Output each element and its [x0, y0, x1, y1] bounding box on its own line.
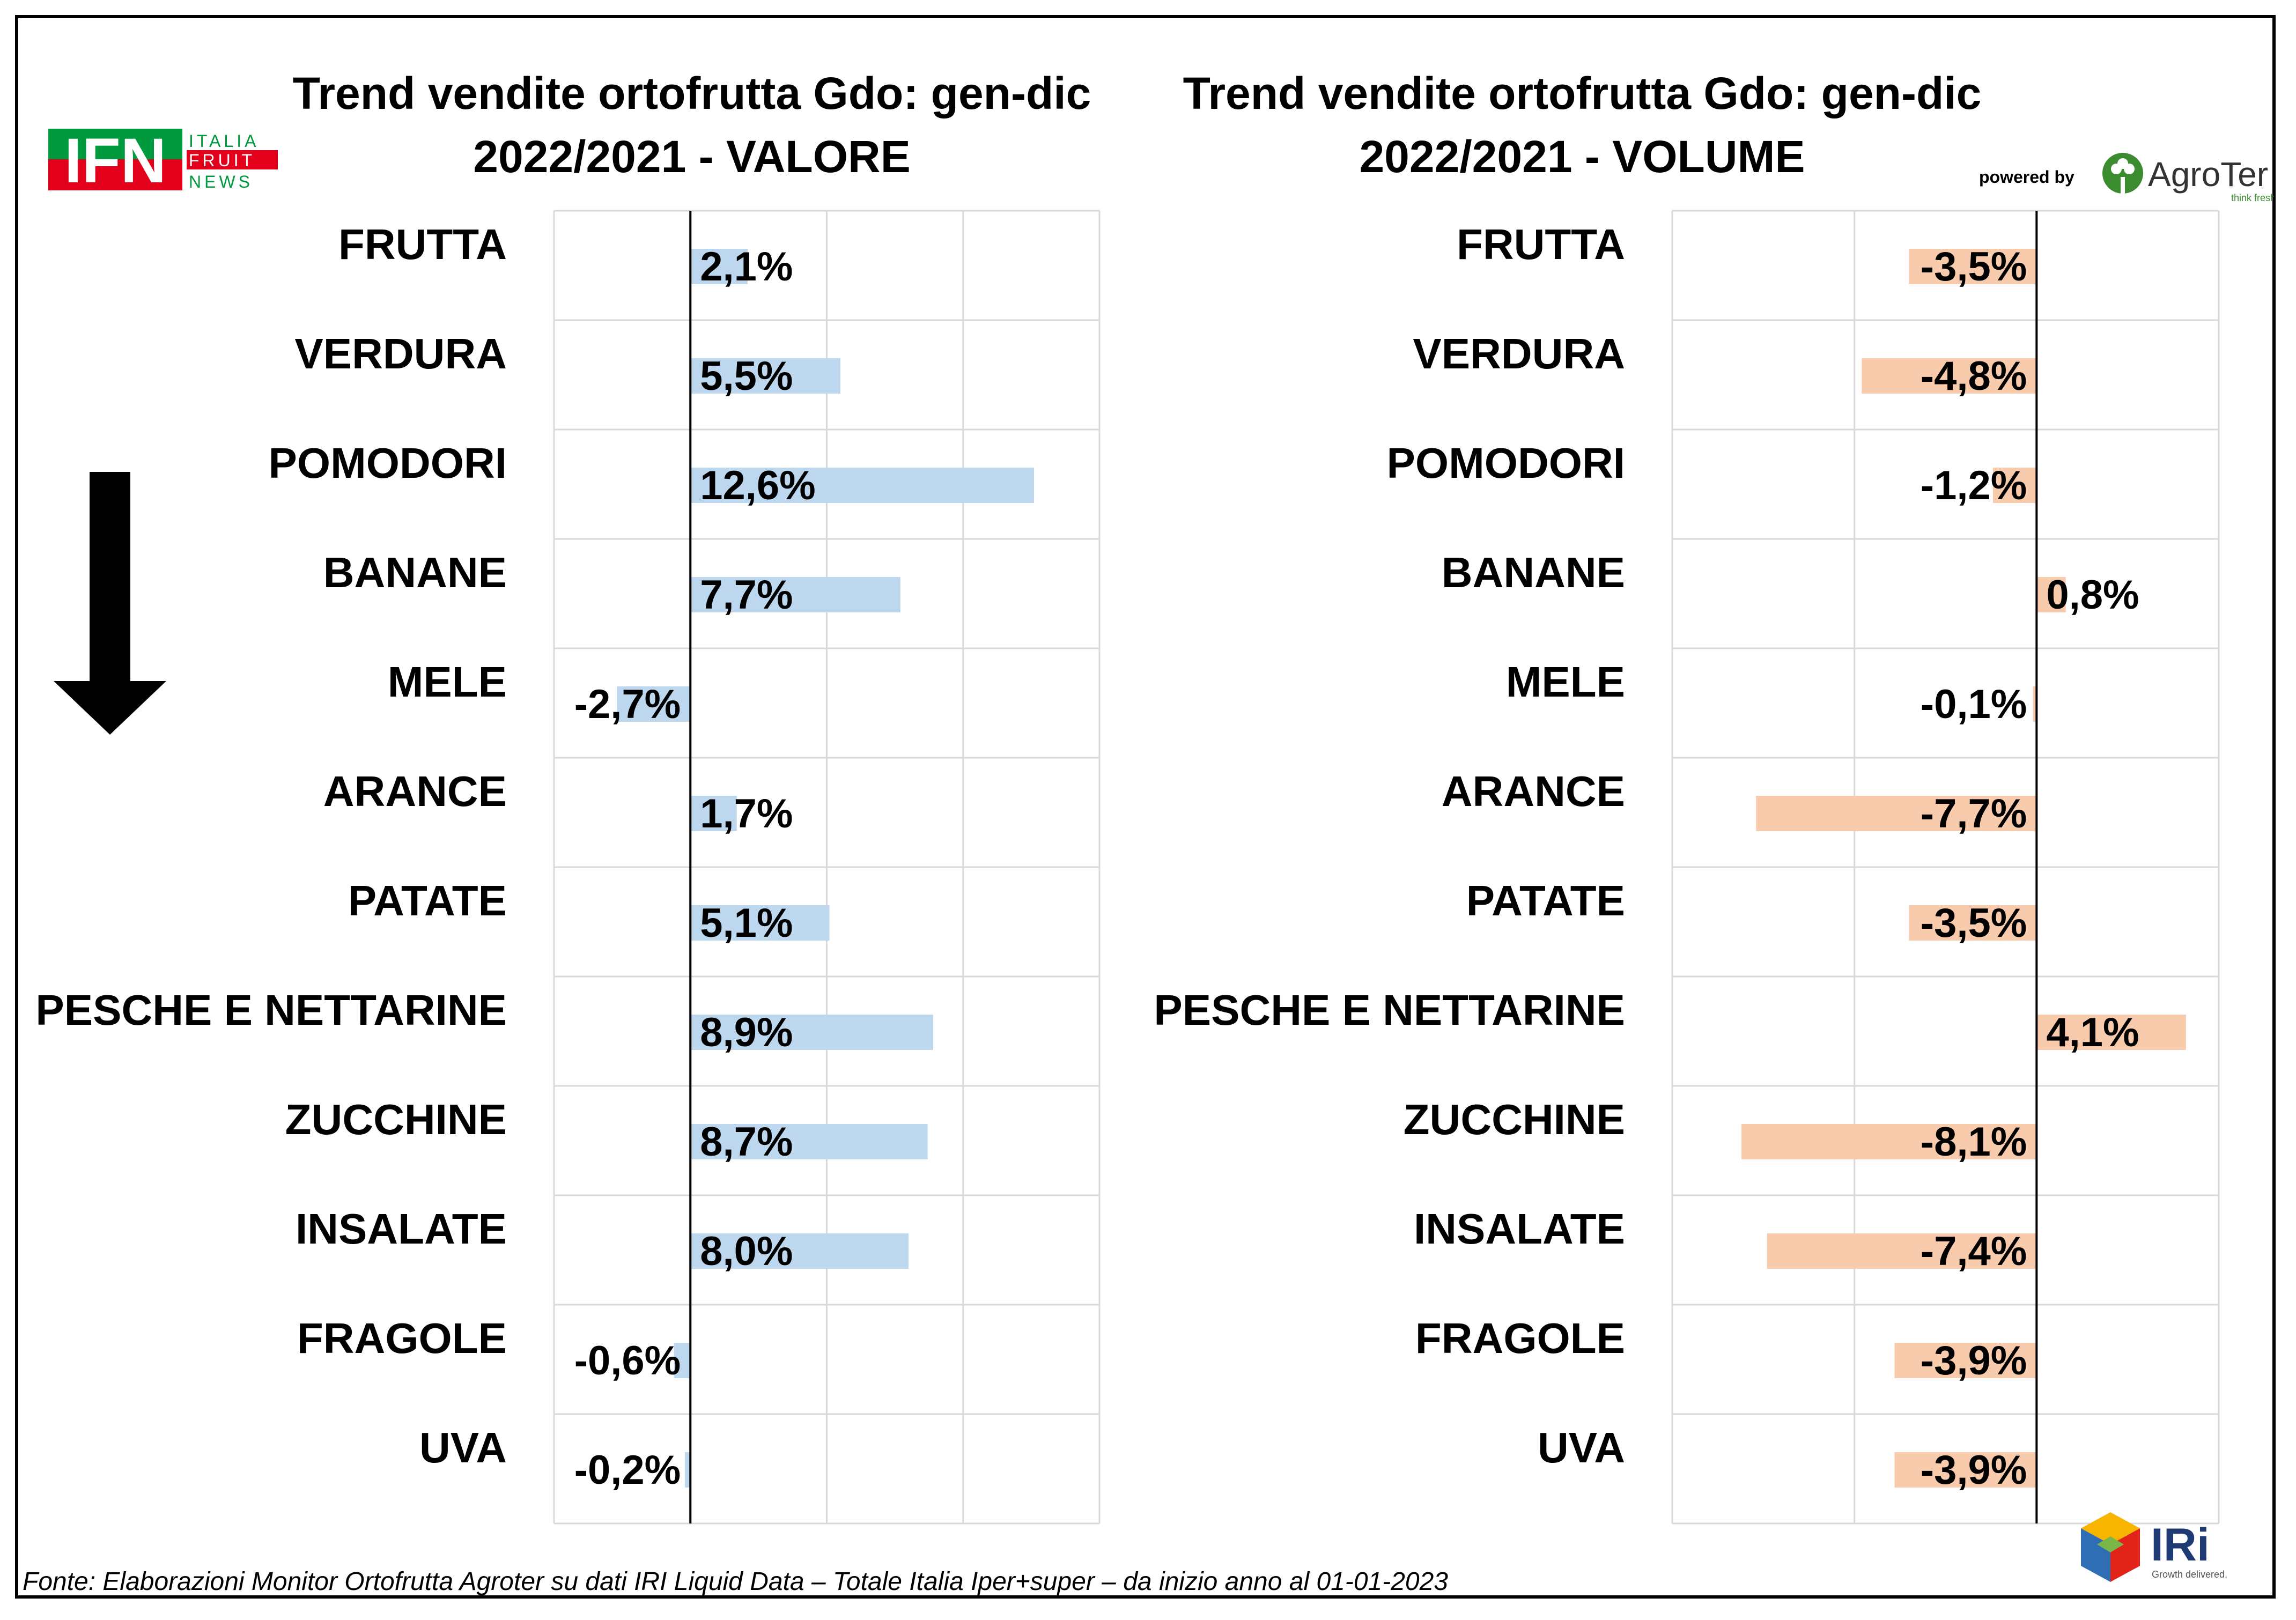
- valore-bar: [685, 1452, 691, 1488]
- valore-title-line-2: 2022/2021 - VALORE: [473, 131, 911, 182]
- powered-by-label: powered by: [1979, 167, 2074, 187]
- valore-bar: [690, 796, 737, 831]
- volume-bar: [2036, 1015, 2186, 1050]
- volume-category-label: POMODORI: [1387, 439, 1625, 487]
- valore-title-line-1: Trend vendite ortofrutta Gdo: gen-dic: [292, 68, 1091, 119]
- volume-bar: [2033, 686, 2037, 722]
- volume-category-label: INSALATE: [1414, 1205, 1625, 1253]
- valore-value-label: 1,7%: [700, 791, 793, 837]
- volume-value-label: -7,7%: [1921, 791, 2027, 837]
- volume-bar: [1909, 249, 2037, 284]
- volume-category-label: FRUTTA: [1457, 220, 1625, 268]
- valore-bar: [674, 1343, 691, 1378]
- valore-category-label: BANANE: [323, 549, 507, 596]
- valore-bar: [690, 468, 1034, 503]
- agroter-logo: AgroTer think fresh: [2102, 153, 2274, 203]
- valore-category-label: INSALATE: [296, 1205, 507, 1253]
- volume-value-label: 0,8%: [2046, 572, 2139, 618]
- valore-bar: [690, 1015, 933, 1050]
- volume-category-label: VERDURA: [1413, 330, 1625, 378]
- iri-logo: IRi Growth delivered.: [2081, 1512, 2227, 1582]
- valore-category-label: PESCHE E NETTARINE: [35, 986, 507, 1034]
- volume-value-label: -1,2%: [1921, 463, 2027, 508]
- valore-value-label: -2,7%: [574, 682, 681, 727]
- valore-value-label: 8,0%: [700, 1229, 793, 1274]
- svg-text:IRi: IRi: [2151, 1519, 2210, 1571]
- valore-category-label: ZUCCHINE: [285, 1096, 507, 1143]
- italia-fruit-news-logo: IFN ITALIA FRUIT NEWS: [48, 129, 278, 190]
- volume-category-label: PESCHE E NETTARINE: [1154, 986, 1625, 1034]
- volume-value-label: -3,5%: [1921, 900, 2027, 946]
- volume-value-label: -4,8%: [1921, 353, 2027, 399]
- volume-category-label: ARANCE: [1442, 767, 1625, 815]
- valore-bar: [690, 577, 900, 612]
- valore-category-label: FRUTTA: [338, 220, 507, 268]
- svg-text:IFN: IFN: [64, 129, 166, 190]
- valore-category-label: ARANCE: [323, 767, 507, 815]
- valore-category-label: VERDURA: [294, 330, 507, 378]
- volume-category-label: UVA: [1538, 1424, 1625, 1471]
- valore-value-label: 12,6%: [700, 463, 816, 508]
- volume-category-label: PATATE: [1466, 877, 1625, 924]
- source-note: Fonte: Elaborazioni Monitor Ortofrutta A…: [23, 1567, 1448, 1596]
- volume-bar: [1756, 796, 2037, 831]
- svg-text:ITALIA: ITALIA: [189, 131, 259, 151]
- valore-value-label: 8,9%: [700, 1010, 793, 1055]
- valore-value-label: 5,5%: [700, 353, 793, 399]
- volume-value-label: -8,1%: [1921, 1119, 2027, 1165]
- valore-value-label: 5,1%: [700, 900, 793, 946]
- chart-frame: [15, 15, 2276, 1599]
- valore-bar: [690, 249, 748, 284]
- volume-bar: [1862, 358, 2037, 394]
- valore-bar: [690, 905, 830, 941]
- valore-category-label: UVA: [419, 1424, 507, 1471]
- valore-bar: [690, 358, 840, 394]
- volume-category-label: FRAGOLE: [1415, 1314, 1625, 1362]
- svg-text:think fresh: think fresh: [2231, 193, 2274, 203]
- volume-value-label: -3,5%: [1921, 244, 2027, 290]
- volume-value-label: 4,1%: [2046, 1010, 2139, 1055]
- volume-value-label: -0,1%: [1921, 682, 2027, 727]
- valore-value-label: 2,1%: [700, 244, 793, 290]
- valore-category-label: MELE: [388, 658, 507, 706]
- valore-category-label: POMODORI: [269, 439, 507, 487]
- svg-text:AgroTer: AgroTer: [2148, 155, 2268, 194]
- volume-category-label: ZUCCHINE: [1404, 1096, 1625, 1143]
- volume-value-label: -3,9%: [1921, 1447, 2027, 1493]
- volume-bar: [2036, 577, 2066, 612]
- valore-bar: [690, 1124, 928, 1159]
- volume-bar: [1767, 1233, 2037, 1269]
- svg-text:FRUIT: FRUIT: [189, 151, 255, 170]
- volume-bar: [1894, 1452, 2037, 1488]
- valore-bar: [690, 1233, 909, 1269]
- valore-value-label: 8,7%: [700, 1119, 793, 1165]
- valore-value-label: 7,7%: [700, 572, 793, 618]
- volume-value-label: -3,9%: [1921, 1338, 2027, 1384]
- volume-category-label: MELE: [1506, 658, 1625, 706]
- valore-chart-title: Trend vendite ortofrutta Gdo: gen-dic 20…: [268, 62, 1116, 188]
- svg-text:Growth delivered.: Growth delivered.: [2152, 1569, 2227, 1580]
- volume-bar: [1909, 905, 2037, 941]
- valore-bar: [616, 686, 691, 722]
- valore-value-label: -0,6%: [574, 1338, 681, 1384]
- volume-title-line-2: 2022/2021 - VOLUME: [1359, 131, 1805, 182]
- valore-value-label: -0,2%: [574, 1447, 681, 1493]
- svg-text:NEWS: NEWS: [189, 172, 253, 190]
- down-arrow-icon: [54, 472, 166, 735]
- volume-value-label: -7,4%: [1921, 1229, 2027, 1274]
- volume-bar: [1741, 1124, 2037, 1159]
- volume-title-line-1: Trend vendite ortofrutta Gdo: gen-dic: [1183, 68, 1982, 119]
- volume-chart-title: Trend vendite ortofrutta Gdo: gen-dic 20…: [1158, 62, 2006, 188]
- volume-bar: [1894, 1343, 2037, 1378]
- volume-category-label: BANANE: [1442, 549, 1625, 596]
- valore-category-label: FRAGOLE: [297, 1314, 507, 1362]
- valore-category-label: PATATE: [348, 877, 507, 924]
- volume-bar: [1992, 468, 2037, 503]
